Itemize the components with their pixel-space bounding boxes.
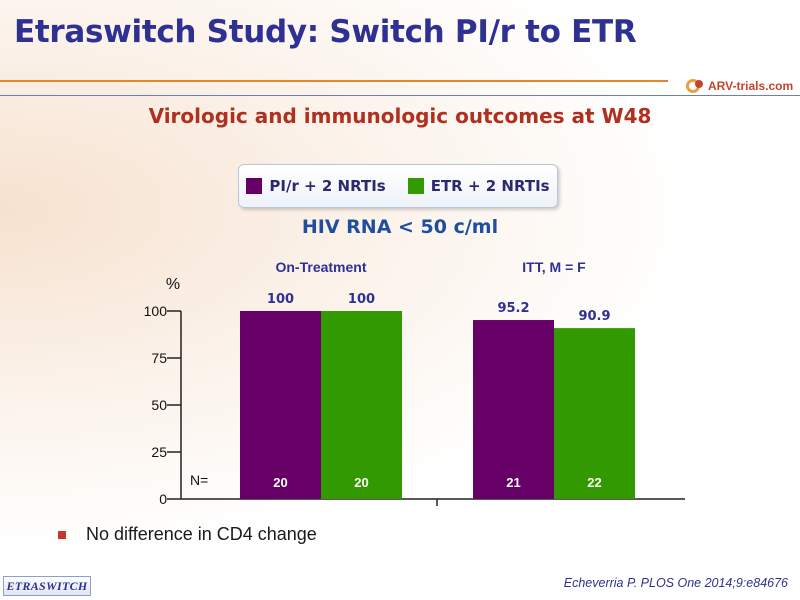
bar-value-label: 100 (348, 292, 375, 307)
y-tick-label: 0 (159, 491, 167, 507)
y-tick-label: 25 (151, 444, 167, 460)
y-axis-label: % (166, 276, 180, 293)
y-tick-label: 100 (144, 303, 168, 319)
title-underline-blue (0, 95, 800, 96)
y-tick-label: 75 (151, 350, 167, 366)
legend-item-pir: PI/r + 2 NRTIs (246, 177, 386, 195)
legend-swatch-pir (246, 178, 263, 194)
y-tick-label: 50 (151, 397, 167, 413)
chart-legend: PI/r + 2 NRTIs ETR + 2 NRTIs (238, 164, 558, 208)
n-label: N= (190, 472, 208, 488)
bar-n-label: 20 (273, 475, 287, 490)
slide-subtitle: Virologic and immunologic outcomes at W4… (148, 104, 652, 128)
bullet-item: No difference in CD4 change (58, 524, 317, 545)
legend-swatch-etr (407, 178, 424, 194)
bullet-marker (58, 530, 66, 539)
citation: Echeverria P. PLOS One 2014;9:e84676 (563, 576, 788, 590)
category-label: On-Treatment (275, 259, 366, 275)
legend-label-etr: ETR + 2 NRTIs (430, 177, 550, 195)
bar (554, 328, 635, 499)
logo-mark-icon (686, 79, 703, 93)
bar-n-label: 22 (587, 475, 601, 490)
legend-item-etr: ETR + 2 NRTIs (407, 177, 550, 195)
bullet-text: No difference in CD4 change (86, 524, 317, 544)
bar-n-label: 21 (506, 475, 520, 490)
bar-value-label: 100 (267, 292, 294, 307)
bar (240, 311, 321, 499)
study-tag: ETRASWITCH (3, 576, 91, 596)
bar-chart: % 0 25 50 75 100 100 20 100 20 On-Treatment 95.2 21 9… (144, 259, 685, 507)
category-label: ITT, M = F (522, 259, 586, 275)
bar-n-label: 20 (354, 475, 368, 490)
legend-label-pir: PI/r + 2 NRTIs (269, 177, 386, 195)
bar (321, 311, 402, 499)
chart-title: HIV RNA < 50 c/ml (301, 216, 499, 238)
bar (473, 320, 554, 499)
logo-text: ARV-trials.com (708, 79, 794, 93)
page-title: Etraswitch Study: Switch PI/r to ETR (14, 14, 637, 50)
bar-value-label: 95.2 (497, 301, 529, 316)
bar-value-label: 90.9 (578, 309, 610, 324)
arv-trials-logo: ARV-trials.com (684, 76, 793, 96)
title-underline-orange (0, 80, 668, 82)
